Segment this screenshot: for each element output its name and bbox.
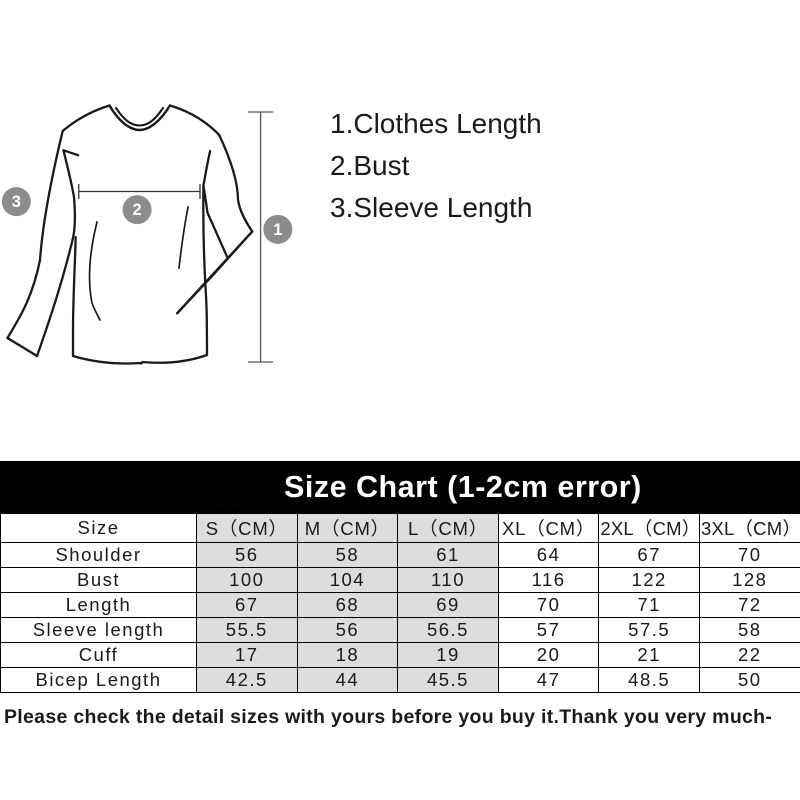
svg-text:2: 2 (133, 201, 142, 219)
svg-text:3: 3 (12, 193, 21, 211)
svg-text:1: 1 (273, 221, 282, 239)
